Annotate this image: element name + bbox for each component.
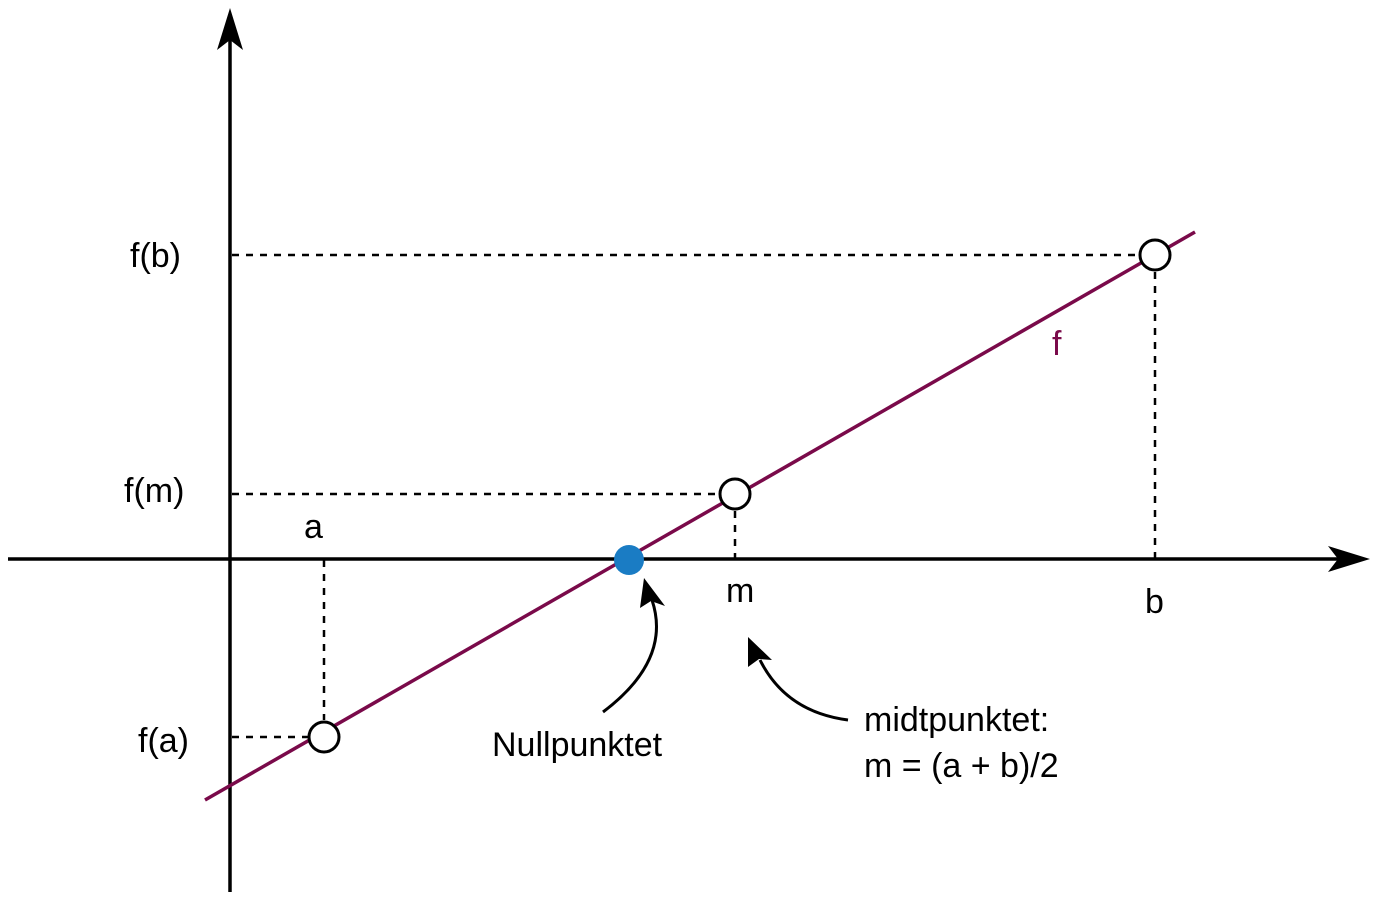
midpoint-arrowhead-icon <box>748 637 772 667</box>
label-m: m <box>726 572 754 610</box>
x-axis-arrow-icon <box>1328 546 1370 572</box>
y-axis-arrow-icon <box>217 8 243 50</box>
point-m <box>718 477 752 511</box>
point-b <box>1138 238 1172 272</box>
axes <box>8 8 1370 892</box>
zero-point-arrow <box>602 599 658 714</box>
guide-lines <box>232 253 1157 739</box>
zero-point <box>614 545 644 575</box>
point-a <box>307 720 341 754</box>
label-b: b <box>1145 583 1164 621</box>
zero-point-arrowhead-icon <box>640 578 665 608</box>
function-line <box>204 230 1196 802</box>
label-function-f: f <box>1052 325 1062 363</box>
label-zero-point: Nullpunktet <box>492 726 663 764</box>
label-f-m: f(m) <box>124 472 184 510</box>
label-f-a: f(a) <box>138 722 189 760</box>
midpoint-arrow <box>758 659 849 722</box>
label-midpoint-line1: midtpunktet: <box>864 701 1049 739</box>
label-f-b: f(b) <box>130 237 181 275</box>
label-a: a <box>304 508 323 546</box>
label-midpoint-line2: m = (a + b)/2 <box>864 747 1059 785</box>
